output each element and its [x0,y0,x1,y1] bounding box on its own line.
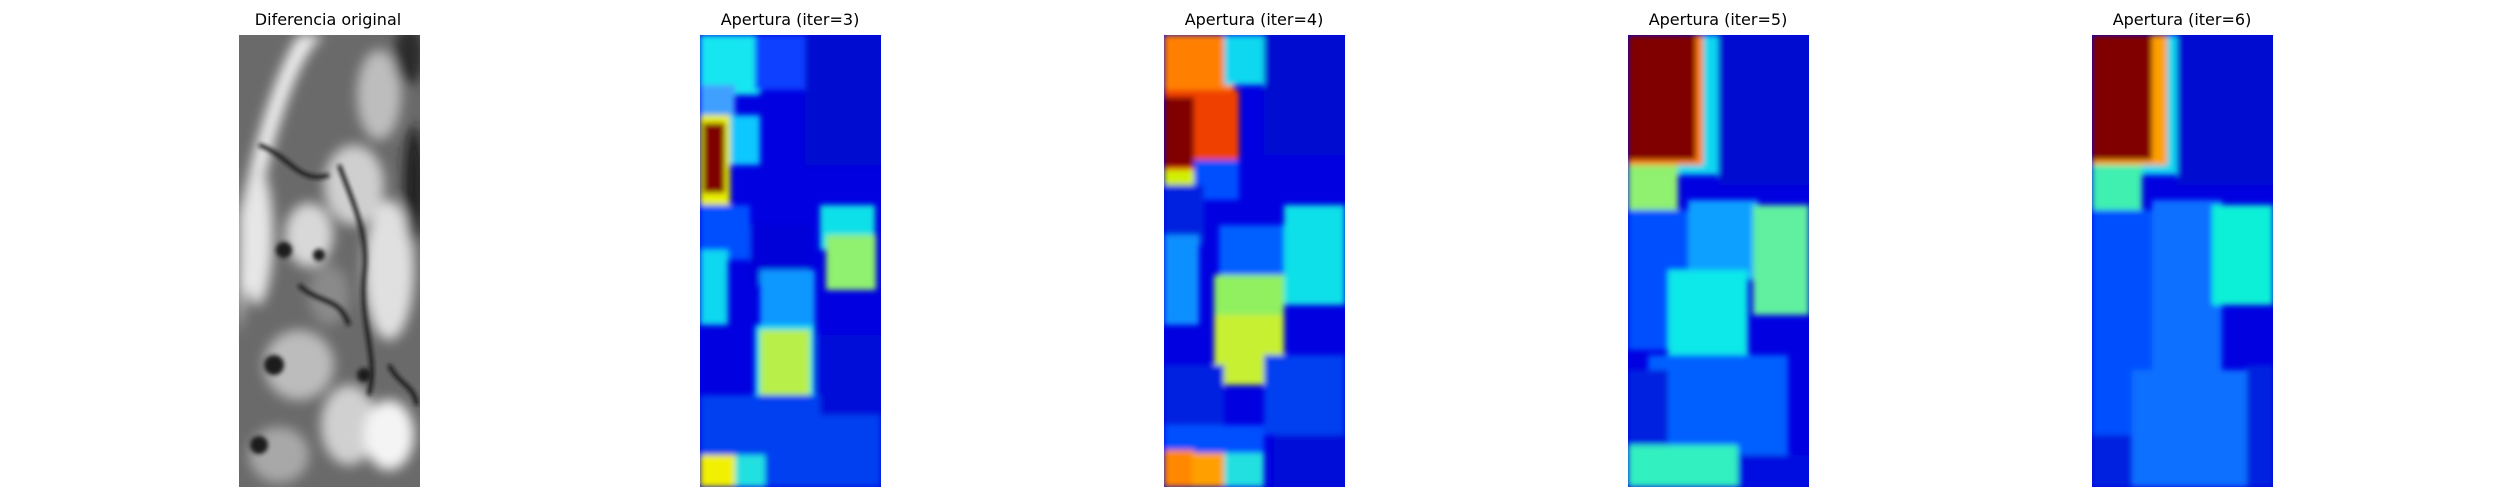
panel-title-iter4: Apertura (iter=4) [1184,10,1324,29]
panel-title-iter3: Apertura (iter=3) [720,10,860,29]
panel-title-iter6: Apertura (iter=6) [2112,10,2252,29]
opening-iter5-image [1628,35,1809,487]
opening-iter4-image [1164,35,1345,487]
panel-title-original: Diferencia original [254,10,402,29]
opening-iter6-image [2092,35,2273,487]
original-difference-image [239,35,420,487]
panel-title-iter5: Apertura (iter=5) [1648,10,1788,29]
opening-iter3-image [700,35,881,487]
